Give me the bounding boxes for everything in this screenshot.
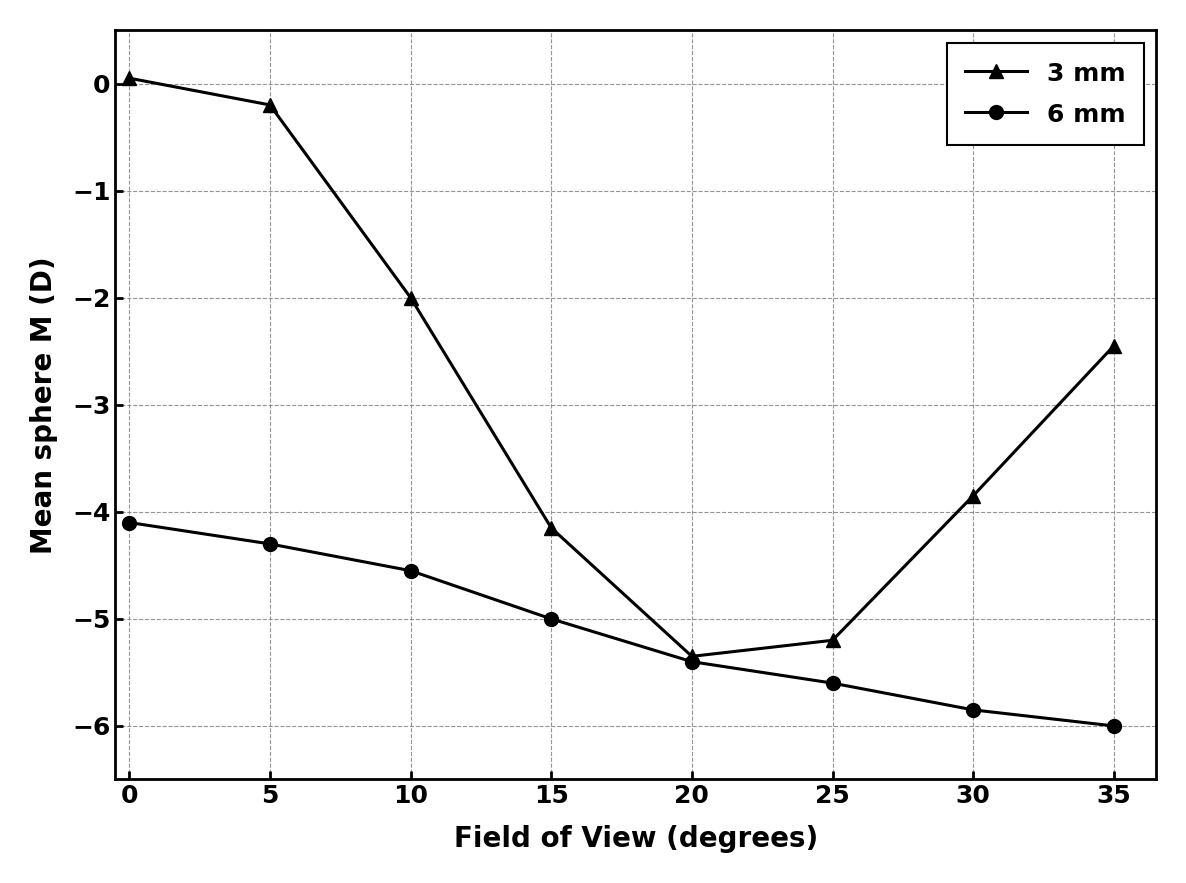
X-axis label: Field of View (degrees): Field of View (degrees) <box>453 825 818 853</box>
3 mm <box>1107 341 1121 351</box>
6 mm <box>1107 721 1121 731</box>
3 mm <box>684 651 699 661</box>
6 mm <box>684 656 699 667</box>
6 mm <box>825 678 840 689</box>
6 mm <box>122 517 136 528</box>
6 mm <box>544 614 559 624</box>
Y-axis label: Mean sphere M (D): Mean sphere M (D) <box>30 256 58 554</box>
3 mm <box>122 73 136 84</box>
Line: 3 mm: 3 mm <box>122 72 1121 663</box>
Line: 6 mm: 6 mm <box>122 516 1121 733</box>
6 mm <box>403 565 417 576</box>
3 mm <box>825 635 840 645</box>
3 mm <box>403 292 417 303</box>
3 mm <box>544 523 559 533</box>
6 mm <box>263 539 278 549</box>
Legend: 3 mm, 6 mm: 3 mm, 6 mm <box>948 42 1143 145</box>
3 mm <box>263 100 278 110</box>
6 mm <box>967 705 981 715</box>
3 mm <box>967 490 981 501</box>
